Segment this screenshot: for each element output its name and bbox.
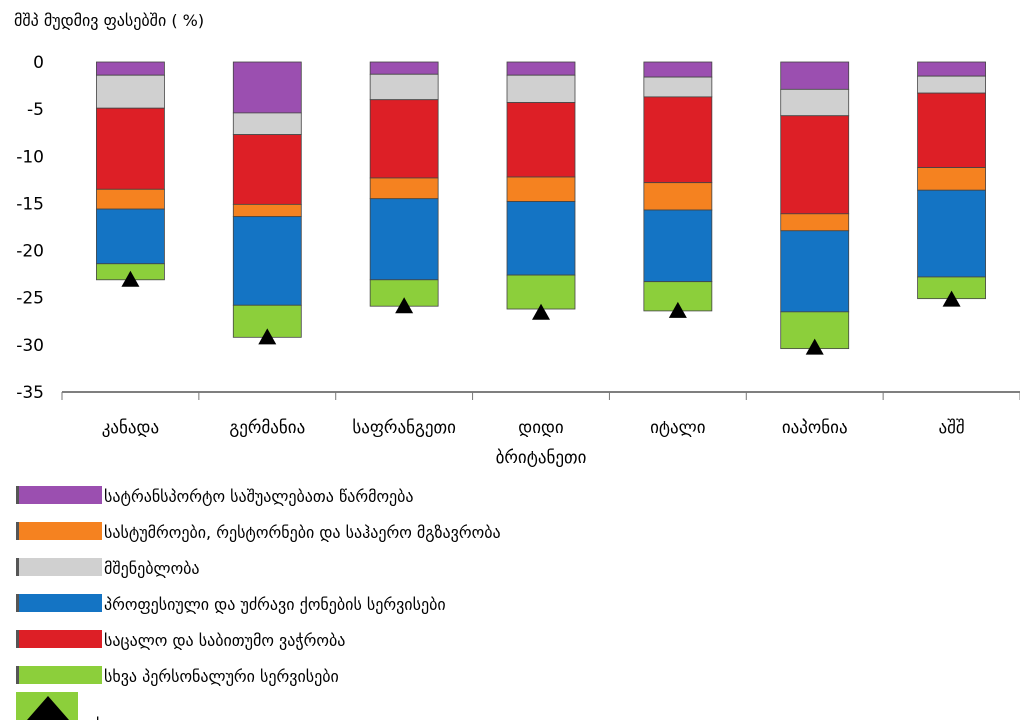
x-category-label: კანადა <box>102 418 159 438</box>
bar-segment <box>506 274 576 310</box>
bar-segment <box>506 176 576 202</box>
legend: სატრანსპორტო საშუალებათა წარმოება სასტუმრ… <box>16 486 501 720</box>
legend-swatch-edge <box>16 666 19 684</box>
bar-segment <box>506 61 576 76</box>
bar-segment <box>96 61 165 76</box>
y-tick-label: -15 <box>16 194 44 214</box>
legend-label: პროფესიული და უძრავი ქონების სერვისები <box>104 595 446 614</box>
total-markers <box>121 270 961 355</box>
legend-swatch-edge <box>16 522 19 540</box>
bar-segment <box>780 88 850 117</box>
bars <box>96 61 986 350</box>
bar-segment <box>369 73 439 101</box>
legend-swatch-edge <box>16 486 19 504</box>
bar-segment <box>917 75 986 94</box>
total-marker <box>532 303 550 320</box>
x-category-label: აშშ <box>938 418 964 438</box>
bar-segment <box>369 61 439 75</box>
bar-segment <box>232 112 302 135</box>
legend-label: სატრანსპორტო საშუალებათა წარმოება <box>104 487 414 506</box>
legend-swatch <box>16 630 102 648</box>
bar-segment <box>232 61 302 114</box>
bar-segment <box>917 189 986 278</box>
bar-segment <box>506 201 576 276</box>
total-marker <box>121 270 140 287</box>
total-marker <box>668 301 687 318</box>
bar-segment <box>917 167 986 191</box>
bar-segment <box>369 99 439 179</box>
y-tick-label: -5 <box>27 100 44 120</box>
bar-segment <box>643 281 713 312</box>
y-axis-title: მშპ მუდმივ ფასებში ( %) <box>14 11 204 30</box>
bar-segment <box>232 134 302 205</box>
legend-total-marker <box>27 696 69 720</box>
legend-swatch <box>16 558 102 576</box>
y-tick-label: -20 <box>16 242 44 262</box>
legend-swatch-edge <box>16 594 19 612</box>
bar-segment <box>96 208 165 265</box>
y-tick-label: -25 <box>16 289 44 309</box>
legend-swatch <box>16 522 102 540</box>
legend-label: სულ <box>96 715 130 720</box>
bar-segment <box>506 102 576 178</box>
legend-label: სასტუმროები, რესტორნები და საჰაერო მგზავ… <box>104 523 501 542</box>
total-marker <box>942 290 961 307</box>
y-tick-label: -35 <box>16 383 44 403</box>
x-category-label: გერმანია <box>229 418 305 438</box>
bar-segment <box>232 203 302 218</box>
total-marker <box>258 328 277 345</box>
bar-segment <box>643 209 713 283</box>
bar-segment <box>643 61 713 78</box>
legend-swatch <box>16 486 102 504</box>
total-marker <box>805 338 824 355</box>
bar-segment <box>780 115 850 215</box>
legend-label: მშენებლობა <box>104 559 200 578</box>
y-tick-label: -30 <box>16 336 44 356</box>
legend-swatch-edge <box>16 558 19 576</box>
bar-segment <box>643 76 713 98</box>
bar-segment <box>96 107 165 190</box>
bar-segment <box>917 61 986 77</box>
bar-segment <box>780 213 850 232</box>
bar-segment <box>643 96 713 184</box>
bar-segment <box>232 216 302 306</box>
bar-segment <box>506 74 576 103</box>
bar-segment <box>643 182 713 211</box>
total-marker <box>395 297 414 314</box>
x-category-label: საფრანგეთი <box>352 418 456 438</box>
bar-segment <box>917 92 986 169</box>
y-tick-label: -10 <box>16 147 44 167</box>
x-category-label: იაპონია <box>782 418 848 438</box>
legend-swatch <box>16 666 102 684</box>
bar-segment <box>369 198 439 281</box>
legend-swatch-edge <box>16 630 19 648</box>
x-category-label: დიდი ბრიტანეთი <box>496 418 587 468</box>
y-tick-label: 0 <box>33 53 44 73</box>
x-category-label: იტალი <box>650 418 705 438</box>
bar-segment <box>780 230 850 313</box>
axes: 0 -5 -10 -15 -20 -25 -30 -35 კანადა გერმანია საფრა… <box>16 53 1020 468</box>
bar-segment <box>96 74 165 109</box>
bar-segment <box>780 61 850 90</box>
bar-segment <box>369 177 439 200</box>
legend-swatch <box>16 594 102 612</box>
legend-label: სხვა პერსონალური სერვისები <box>104 667 339 686</box>
legend-label: საცალო და საბითუმო ვაჭრობა <box>104 631 345 650</box>
bar-segment <box>96 188 165 210</box>
